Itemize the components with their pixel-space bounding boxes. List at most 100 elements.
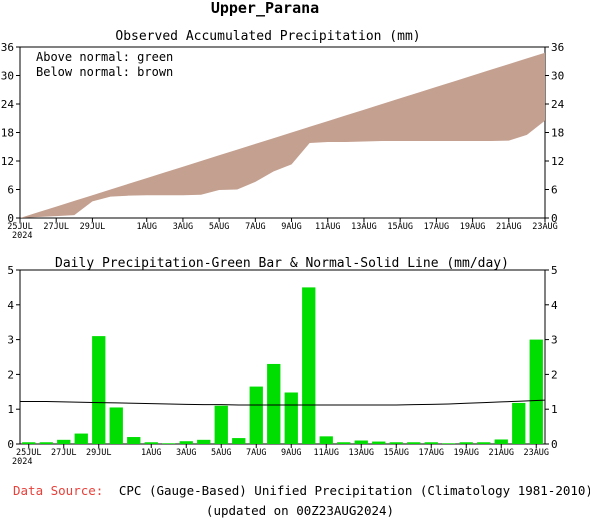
daily-xtick-label: 23AUG bbox=[523, 448, 549, 458]
daily-precip-bar bbox=[407, 442, 421, 444]
accum-ytick-right-label: 6 bbox=[551, 184, 558, 197]
daily-xtick-label: 5AUG bbox=[211, 448, 231, 458]
daily-ytick-left-label: 0 bbox=[7, 438, 14, 451]
daily-ytick-right-label: 5 bbox=[551, 264, 558, 277]
daily-precip-bar bbox=[127, 437, 141, 444]
accum-xtick-label: 21AUG bbox=[496, 222, 522, 232]
daily-panel-title: Daily Precipitation-Green Bar & Normal-S… bbox=[55, 256, 509, 271]
daily-ytick-left-label: 2 bbox=[7, 368, 14, 381]
daily-precip-bar bbox=[179, 441, 193, 444]
daily-ytick-left-label: 4 bbox=[7, 299, 14, 312]
daily-xtick-label: 9AUG bbox=[281, 448, 301, 458]
accum-ytick-left-label: 0 bbox=[7, 212, 14, 225]
normal-line bbox=[20, 399, 546, 406]
daily-precip-bar bbox=[354, 440, 368, 444]
daily-ytick-right-label: 0 bbox=[551, 438, 558, 451]
accum-xtick-label: 19AUG bbox=[460, 222, 486, 232]
daily-precip-bar bbox=[372, 441, 386, 444]
accum-xtick-label: 5AUG bbox=[209, 222, 229, 232]
accum-ytick-right-label: 0 bbox=[551, 212, 558, 225]
daily-xtick-label: 25JUL bbox=[16, 448, 42, 458]
daily-xtick-label: 17AUG bbox=[418, 448, 444, 458]
accum-xtick-label: 23AUG bbox=[532, 222, 558, 232]
daily-year-label: 2024 bbox=[12, 457, 32, 467]
figure-title: Upper_Parana bbox=[211, 0, 319, 17]
accum-xtick-label: 13AUG bbox=[351, 222, 377, 232]
daily-xtick-label: 1AUG bbox=[141, 448, 161, 458]
accum-ytick-left-label: 12 bbox=[1, 155, 14, 168]
daily-precip-bar bbox=[39, 442, 53, 444]
daily-ytick-left-label: 3 bbox=[7, 334, 14, 347]
accum-xtick-label: 9AUG bbox=[281, 222, 301, 232]
daily-precip-bar bbox=[109, 407, 123, 444]
daily-panel: 0 0 1 1 2 2 3 3 4 4 5 5 25JUL 27JUL 29JUL 1AUG 3AUG 5AUG 7… bbox=[7, 264, 558, 467]
daily-precip-bar bbox=[214, 405, 228, 444]
accum-xtick-label: 27JUL bbox=[43, 222, 69, 232]
legend-below-normal: Below normal: brown bbox=[36, 65, 173, 79]
daily-ytick-right-label: 4 bbox=[551, 299, 558, 312]
daily-ytick-left-label: 5 bbox=[7, 264, 14, 277]
daily-xtick-label: 29JUL bbox=[86, 448, 112, 458]
daily-xtick-label: 15AUG bbox=[383, 448, 409, 458]
accum-ytick-left-label: 18 bbox=[1, 127, 14, 140]
accum-ytick-left-label: 24 bbox=[1, 98, 15, 111]
accum-xtick-label: 17AUG bbox=[424, 222, 450, 232]
accum-ytick-right-label: 24 bbox=[551, 98, 565, 111]
daily-ytick-right-label: 1 bbox=[551, 403, 558, 416]
accum-ytick-right-label: 18 bbox=[551, 127, 564, 140]
daily-precip-bar bbox=[232, 438, 246, 444]
accum-xtick-label: 7AUG bbox=[245, 222, 265, 232]
daily-precip-bar bbox=[249, 386, 263, 444]
footer-source: Data Source: CPC (Gauge-Based) Unified P… bbox=[13, 483, 590, 498]
daily-xtick-label: 21AUG bbox=[488, 448, 514, 458]
daily-precip-bar bbox=[197, 439, 211, 444]
daily-ytick-right-label: 2 bbox=[551, 368, 558, 381]
daily-precip-bar bbox=[529, 339, 543, 444]
accum-ytick-left-label: 6 bbox=[7, 184, 14, 197]
daily-precip-bar bbox=[144, 442, 158, 444]
legend-above-normal: Above normal: green bbox=[36, 50, 173, 64]
accum-year-label: 2024 bbox=[12, 231, 32, 241]
daily-precip-bar bbox=[494, 439, 508, 444]
accum-panel: 0 0 6 6 12 12 18 18 24 24 30 30 36 36 25JUL 27JUL 29JUL 1… bbox=[1, 41, 565, 241]
daily-precip-bar bbox=[162, 443, 176, 444]
daily-xtick-label: 3AUG bbox=[176, 448, 196, 458]
below-normal-area bbox=[20, 52, 545, 219]
accum-xtick-label: 15AUG bbox=[387, 222, 413, 232]
daily-precip-bar bbox=[57, 439, 71, 444]
daily-precip-bar bbox=[424, 442, 438, 444]
accum-ytick-right-label: 36 bbox=[551, 41, 564, 54]
accum-xtick-label: 25JUL bbox=[7, 222, 33, 232]
data-source-label: Data Source: bbox=[13, 483, 103, 498]
daily-precip-bar bbox=[512, 402, 526, 444]
daily-precip-bar bbox=[459, 442, 473, 444]
accum-ytick-left-label: 36 bbox=[1, 41, 14, 54]
daily-plot-frame bbox=[19, 269, 546, 445]
daily-precip-bar bbox=[477, 442, 491, 444]
accum-ytick-right-label: 12 bbox=[551, 155, 564, 168]
accum-xtick-label: 29JUL bbox=[80, 222, 106, 232]
daily-precip-bar bbox=[284, 392, 298, 444]
accum-ytick-right-label: 30 bbox=[551, 70, 564, 83]
accum-xtick-label: 3AUG bbox=[173, 222, 193, 232]
accum-xtick-label: 1AUG bbox=[136, 222, 156, 232]
updated-note: (updated on 00Z23AUG2024) bbox=[206, 503, 394, 518]
accum-xtick-label: 11AUG bbox=[315, 222, 341, 232]
daily-precip-bar bbox=[74, 433, 88, 444]
daily-ytick-right-label: 3 bbox=[551, 334, 558, 347]
daily-precip-bar bbox=[319, 436, 333, 444]
daily-precip-bar bbox=[302, 287, 316, 444]
daily-ytick-left-label: 1 bbox=[7, 403, 14, 416]
daily-xtick-label: 27JUL bbox=[51, 448, 77, 458]
daily-xtick-label: 13AUG bbox=[348, 448, 374, 458]
daily-precip-bar bbox=[337, 442, 351, 444]
accum-panel-title: Observed Accumulated Precipitation (mm) bbox=[115, 29, 420, 44]
daily-precip-bar bbox=[267, 363, 281, 444]
daily-xtick-label: 19AUG bbox=[453, 448, 479, 458]
daily-xtick-label: 11AUG bbox=[313, 448, 339, 458]
daily-precip-bar bbox=[389, 442, 403, 444]
accum-ytick-left-label: 30 bbox=[1, 70, 14, 83]
daily-precip-bar bbox=[22, 442, 36, 444]
daily-precip-bar bbox=[92, 336, 106, 444]
